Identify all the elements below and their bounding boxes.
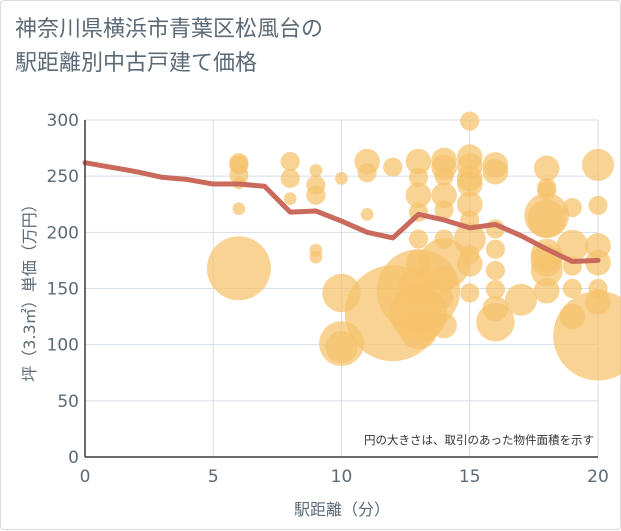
bubble-point (460, 283, 480, 303)
bubble-point (482, 158, 509, 185)
bubble-point (306, 185, 326, 205)
bubble-point (434, 166, 454, 186)
bubble-point (418, 238, 470, 290)
y-tick-label: 200 (47, 223, 79, 243)
bubble-point (588, 195, 608, 215)
bubble-point (456, 171, 483, 197)
bubble-point (280, 151, 300, 172)
bubble-point (562, 198, 582, 218)
average-price-line (82, 160, 601, 265)
bubble-point (453, 223, 486, 256)
bubble-point (431, 182, 457, 209)
bubble-point (582, 148, 614, 181)
bubble-point (530, 254, 563, 287)
bubble-point (232, 202, 246, 216)
bubble-point (405, 182, 432, 209)
bubble-point (360, 207, 374, 221)
bubble-point (485, 260, 505, 281)
y-tick-label: 150 (47, 280, 79, 300)
x-tick-label: 10 (331, 467, 353, 487)
bubble-point (408, 167, 429, 187)
bubble-point (460, 111, 480, 131)
bubble-point (383, 157, 403, 177)
trend-line-series (82, 160, 601, 265)
bubble-point (206, 236, 271, 301)
bubble-point (527, 199, 566, 239)
bubble-point (335, 172, 348, 185)
bubble-point (325, 330, 358, 363)
x-tick-labels: 0 5 10 15 20 (80, 467, 609, 487)
bubble-point (456, 191, 483, 218)
bubble-point (533, 277, 560, 304)
y-tick-label: 100 (47, 336, 79, 356)
x-tick-label: 20 (587, 467, 609, 487)
axes (84, 120, 598, 458)
bubble-point (556, 229, 589, 262)
bubble-point (405, 148, 432, 175)
bubble-point (431, 312, 457, 339)
bubble-point (309, 250, 323, 264)
chart-title-line-2: 駅距離別中古戸建て価格 (15, 51, 258, 76)
chart-title: 神奈川県横浜市青葉区松風台の 駅距離別中古戸建て価格 (15, 13, 323, 81)
bubble-point (280, 168, 300, 189)
bubble-point (485, 280, 505, 300)
bubble-point (456, 250, 483, 277)
bubble-point (431, 266, 457, 293)
bubble-point (357, 163, 377, 183)
bubble-point (533, 155, 560, 182)
bubble-point (476, 303, 515, 342)
bubble-point (399, 310, 438, 350)
bubble-point (485, 239, 505, 259)
bubble-point (505, 283, 538, 316)
bubble-point (562, 278, 582, 299)
x-tick-label: 0 (80, 467, 91, 487)
y-tick-label: 0 (68, 448, 79, 468)
y-axis-label: 坪（3.3㎡）単価（万円） (20, 196, 39, 381)
y-tick-label: 300 (47, 111, 79, 131)
y-tick-labels: 0 50 100 150 200 250 300 (47, 111, 79, 468)
x-tick-label: 5 (208, 467, 219, 487)
bubble-point (553, 290, 621, 381)
bubble-point (408, 229, 429, 249)
bubble-point (434, 200, 454, 220)
bubble-point (434, 289, 454, 309)
y-tick-label: 50 (57, 392, 79, 412)
x-axis-label: 駅距離（分） (294, 500, 390, 519)
bubble-point (283, 192, 297, 206)
chart-title-line-1: 神奈川県横浜市青葉区松風台の (15, 17, 324, 42)
bubble-size-note: 円の大きさは、取引のあった物件面積を示す (364, 433, 594, 447)
y-tick-label: 250 (47, 167, 79, 187)
bubble-series (206, 111, 621, 381)
x-tick-label: 15 (459, 467, 481, 487)
bubble-point (309, 164, 323, 177)
